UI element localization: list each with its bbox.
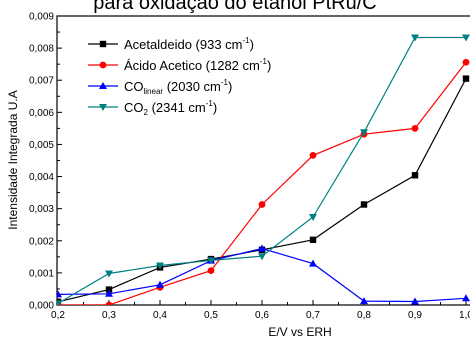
legend: Acetaldeido (933 cm-1) Ácido Acetico (128…: [88, 36, 271, 117]
x-tick-label: 0,3: [102, 310, 116, 321]
chart-title: para oxidação do etanol PtRu/C: [93, 0, 377, 14]
x-tick-label: 0,5: [204, 310, 218, 321]
series-2: [57, 58, 470, 305]
y-tick-label: 0,000: [29, 301, 54, 312]
legend-marker: [99, 104, 107, 111]
y-tick-label: 0,001: [29, 268, 54, 279]
legend-item: CO2 (2341 cm-1): [88, 99, 217, 117]
data-point: [360, 297, 368, 305]
legend-item: COlinear (2030 cm-1): [88, 78, 232, 96]
series-line: [58, 61, 467, 305]
legend-item: Ácido Acetico (1282 cm-1): [88, 57, 271, 73]
data-point: [207, 267, 215, 275]
y-tick-label: 0,002: [29, 236, 54, 247]
series-4: [57, 34, 470, 305]
data-point: [309, 236, 317, 244]
data-point: [462, 75, 470, 82]
data-point: [462, 294, 470, 302]
legend-marker: [99, 82, 107, 89]
data-point: [360, 201, 368, 208]
x-tick-label: 0,9: [408, 310, 422, 321]
data-point: [57, 290, 62, 298]
data-point: [462, 58, 470, 66]
x-tick-label: 0,6: [255, 310, 269, 321]
data-point: [411, 124, 419, 132]
data-point: [156, 280, 164, 288]
x-tick-label: 0,8: [357, 310, 371, 321]
y-tick-label: 0,003: [29, 204, 54, 215]
legend-marker: [99, 61, 107, 69]
data-point: [105, 286, 113, 293]
legend-label: CO2 (2341 cm-1): [124, 99, 217, 117]
series-1: [57, 75, 470, 305]
data-point: [105, 301, 113, 305]
x-tick-label: 0,2: [51, 310, 65, 321]
data-point: [258, 244, 266, 252]
data-point: [411, 172, 419, 179]
data-point: [156, 262, 164, 270]
series-line: [57, 78, 467, 303]
y-tick-label: 0,007: [29, 76, 54, 87]
data-point: [309, 151, 317, 159]
legend-marker: [99, 40, 107, 48]
data-point: [105, 289, 113, 297]
y-tick-label: 0,008: [29, 44, 54, 55]
data-point: [411, 297, 419, 305]
data-point: [411, 34, 419, 42]
data-point: [360, 129, 368, 137]
data-point: [309, 214, 317, 222]
x-tick-label: 1,0: [459, 310, 470, 321]
data-point: [258, 253, 266, 261]
y-tick-label: 0,005: [29, 140, 54, 151]
y-tick-label: 0,006: [29, 108, 54, 119]
y-tick-label: 0,004: [29, 172, 54, 183]
legend-label: Ácido Acetico (1282 cm-1): [124, 57, 271, 73]
legend-item: Acetaldeido (933 cm-1): [88, 36, 254, 52]
series-layer: [57, 34, 470, 305]
y-tick-label: 0,009: [29, 12, 54, 23]
data-point: [105, 270, 113, 278]
series-line: [57, 36, 466, 304]
data-point: [207, 257, 215, 265]
data-point: [57, 300, 62, 305]
data-point: [309, 259, 317, 267]
data-point: [462, 34, 470, 42]
x-axis-label: E/V vs ERH: [268, 325, 331, 338]
legend-label: COlinear (2030 cm-1): [124, 78, 232, 96]
x-tick-label: 0,4: [153, 310, 167, 321]
legend-label: Acetaldeido (933 cm-1): [124, 36, 254, 52]
y-axis-label: Intensidade Integrada U.A: [6, 90, 20, 229]
series-3: [57, 244, 470, 305]
x-tick-label: 0,7: [306, 310, 320, 321]
axes: 0,2 0,3 0,4 0,5 0,6 0,7 0,8 0,9 1,0 0,000 0,001 0,0…: [29, 12, 470, 322]
data-point: [258, 201, 266, 208]
